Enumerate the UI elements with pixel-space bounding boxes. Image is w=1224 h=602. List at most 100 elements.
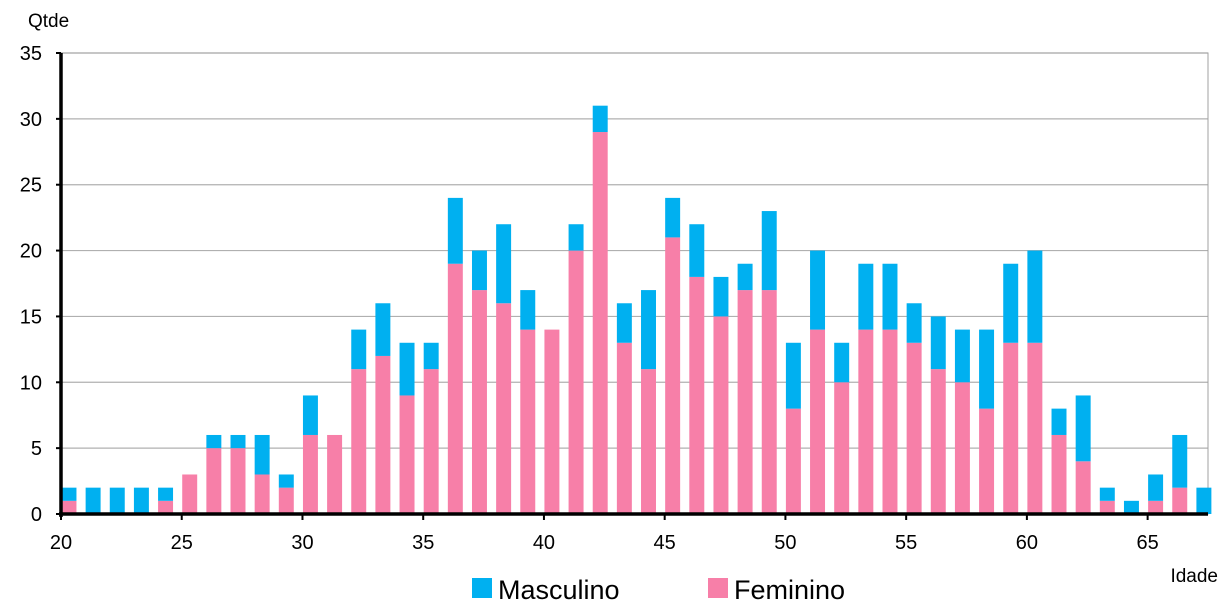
y-tick-label-10: 10	[20, 372, 42, 394]
bar-masculino-24	[158, 487, 174, 501]
bar-masculino-59	[1003, 263, 1019, 343]
gridlines	[60, 52, 1209, 515]
bar-masculino-55	[906, 303, 922, 343]
bar-masculino-38	[496, 224, 512, 304]
bar-feminino-53	[858, 329, 874, 514]
bar-masculino-28	[254, 434, 270, 475]
bar-masculino-45	[665, 197, 681, 238]
bar-feminino-66	[1172, 487, 1188, 514]
bar-feminino-40	[544, 329, 560, 514]
bar-masculino-60	[1027, 250, 1043, 343]
bar-masculino-41	[568, 224, 584, 251]
bar-feminino-52	[834, 382, 850, 514]
bar-masculino-63	[1099, 487, 1115, 501]
bar-masculino-29	[278, 474, 294, 488]
bar-masculino-52	[834, 342, 850, 383]
bar-feminino-30	[302, 434, 318, 514]
bar-feminino-65	[1148, 500, 1164, 514]
bar-feminino-61	[1051, 434, 1067, 514]
bar-feminino-29	[278, 487, 294, 514]
legend-label-masculino: Masculino	[498, 575, 620, 602]
bar-masculino-51	[810, 250, 826, 330]
bar-feminino-49	[761, 290, 777, 514]
bar-masculino-62	[1075, 395, 1091, 462]
bar-feminino-62	[1075, 461, 1091, 514]
bar-feminino-63	[1099, 500, 1115, 514]
bar-feminino-57	[954, 382, 970, 514]
bar-masculino-37	[471, 250, 487, 291]
bar-feminino-38	[496, 303, 512, 514]
bar-feminino-55	[906, 342, 922, 514]
x-tick-label-45: 45	[654, 532, 676, 554]
bar-masculino-56	[930, 316, 946, 370]
bar-masculino-57	[954, 329, 970, 383]
x-tick-label-30: 30	[291, 532, 313, 554]
bar-masculino-67	[1196, 487, 1212, 514]
legend-swatch-feminino	[708, 578, 728, 598]
bar-feminino-60	[1027, 342, 1043, 514]
legend-swatch-masculino	[472, 578, 492, 598]
bar-feminino-32	[351, 369, 367, 514]
bar-feminino-48	[737, 290, 753, 514]
bar-masculino-35	[423, 342, 439, 370]
bar-masculino-61	[1051, 408, 1067, 435]
bar-feminino-58	[979, 408, 995, 514]
y-tick-label-30: 30	[20, 109, 42, 131]
bar-masculino-21	[85, 487, 101, 514]
y-tick-label-5: 5	[31, 438, 42, 460]
x-tick-label-50: 50	[774, 532, 796, 554]
bar-masculino-44	[641, 290, 656, 370]
bar-masculino-50	[785, 342, 801, 409]
bar-masculino-47	[713, 276, 729, 317]
x-axis-title: Idade	[1170, 566, 1218, 587]
y-tick-labels: 0 5 10 15 20 25 30 35	[20, 43, 42, 526]
bar-masculino-53	[858, 263, 874, 330]
bar-feminino-50	[785, 408, 801, 514]
bar-masculino-27	[230, 434, 246, 449]
bar-masculino-66	[1172, 434, 1188, 488]
bar-masculino-22	[109, 487, 125, 514]
bar-feminino-44	[641, 369, 656, 514]
y-tick-label-25: 25	[20, 175, 42, 197]
bar-feminino-51	[810, 329, 826, 514]
bar-feminino-27	[230, 448, 246, 514]
y-tick-label-15: 15	[20, 306, 42, 328]
x-tick-label-25: 25	[171, 532, 193, 554]
bar-feminino-46	[689, 276, 705, 514]
bar-masculino-58	[979, 329, 995, 409]
x-tick-label-60: 60	[1016, 532, 1038, 554]
bar-feminino-36	[447, 263, 463, 514]
bar-feminino-42	[592, 132, 608, 514]
bar-masculino-34	[399, 342, 415, 396]
bar-feminino-41	[568, 250, 584, 515]
bars	[61, 105, 1212, 515]
bar-feminino-28	[254, 474, 270, 514]
bar-masculino-30	[302, 395, 318, 435]
bar-masculino-54	[882, 263, 898, 330]
bar-feminino-59	[1003, 342, 1019, 514]
y-axis-title: Qtde	[28, 11, 69, 32]
bar-feminino-56	[930, 369, 946, 514]
bar-masculino-20	[61, 487, 77, 501]
legend: Masculino Feminino	[472, 575, 845, 602]
bar-feminino-35	[423, 369, 439, 514]
x-tick-label-20: 20	[50, 532, 72, 554]
bar-feminino-37	[471, 290, 487, 514]
bar-feminino-34	[399, 395, 415, 514]
bar-masculino-65	[1148, 474, 1164, 501]
x-tick-label-40: 40	[533, 532, 555, 554]
bar-feminino-24	[158, 500, 174, 514]
bar-feminino-39	[520, 329, 536, 514]
x-tick-label-55: 55	[895, 532, 917, 554]
bar-feminino-20	[61, 500, 77, 514]
bar-masculino-49	[761, 211, 777, 291]
y-tick-label-20: 20	[20, 241, 42, 263]
bar-masculino-46	[689, 224, 705, 277]
bar-masculino-48	[737, 263, 753, 291]
bar-feminino-31	[327, 434, 343, 514]
y-tick-label-0: 0	[31, 504, 42, 526]
bar-feminino-43	[616, 342, 632, 514]
bar-masculino-36	[447, 197, 463, 264]
y-tick-label-35: 35	[20, 43, 42, 65]
x-tick-labels: 20 25 30 35 40 45 50 55 60 65	[50, 532, 1159, 554]
